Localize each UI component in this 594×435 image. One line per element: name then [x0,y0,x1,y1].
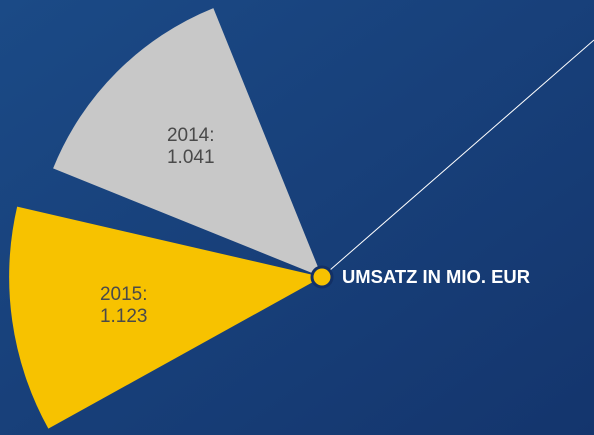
wedge [9,206,323,429]
category-label: 2015: [100,284,148,305]
wedges [9,8,323,429]
pointer-line [321,39,594,278]
value-label: 1.041 [167,147,215,168]
chart-title: UMSATZ IN MIO. EUR [342,267,530,287]
value-label: 1.123 [100,306,148,327]
wedge [53,8,322,277]
category-label: 2014: [167,125,215,146]
center-dot [310,265,334,289]
